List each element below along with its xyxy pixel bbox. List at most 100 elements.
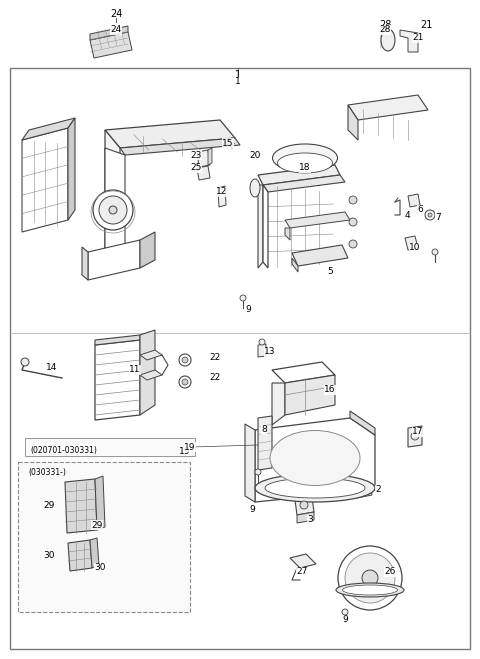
- Text: 7: 7: [435, 214, 441, 223]
- Text: 25: 25: [190, 163, 202, 173]
- Text: 28: 28: [379, 26, 391, 34]
- Circle shape: [300, 501, 308, 509]
- Text: 24: 24: [110, 26, 121, 34]
- Text: 9: 9: [245, 306, 251, 314]
- Text: 30: 30: [44, 552, 55, 561]
- Text: 19: 19: [184, 442, 196, 451]
- Polygon shape: [208, 148, 212, 165]
- Polygon shape: [285, 228, 290, 240]
- Polygon shape: [95, 340, 140, 420]
- Circle shape: [345, 553, 395, 603]
- Text: 19: 19: [179, 447, 190, 455]
- Text: 6: 6: [417, 206, 423, 214]
- Text: 9: 9: [249, 505, 255, 515]
- Polygon shape: [350, 411, 375, 435]
- Polygon shape: [105, 130, 120, 262]
- Text: 22: 22: [209, 353, 221, 362]
- Text: 3: 3: [307, 515, 313, 525]
- Polygon shape: [88, 240, 140, 280]
- Ellipse shape: [277, 153, 333, 173]
- Polygon shape: [140, 330, 155, 415]
- Ellipse shape: [270, 430, 360, 486]
- Polygon shape: [258, 185, 263, 268]
- Circle shape: [179, 376, 191, 388]
- Text: 16: 16: [324, 386, 336, 395]
- Text: 15: 15: [222, 138, 234, 148]
- Polygon shape: [258, 416, 272, 470]
- Text: 18: 18: [299, 163, 311, 173]
- Text: 14: 14: [46, 364, 58, 372]
- Ellipse shape: [109, 206, 117, 214]
- Circle shape: [428, 213, 432, 217]
- Text: 27: 27: [296, 567, 308, 577]
- Polygon shape: [285, 212, 350, 228]
- Polygon shape: [105, 120, 235, 148]
- Circle shape: [179, 354, 191, 366]
- Polygon shape: [82, 247, 88, 280]
- Polygon shape: [272, 383, 285, 425]
- Text: 29: 29: [91, 521, 103, 529]
- Text: 30: 30: [94, 563, 106, 573]
- Polygon shape: [408, 426, 422, 447]
- Circle shape: [411, 432, 419, 440]
- Text: 10: 10: [409, 243, 421, 252]
- Text: 23: 23: [190, 150, 202, 159]
- Text: 29: 29: [44, 501, 55, 511]
- Polygon shape: [255, 418, 375, 502]
- Text: 5: 5: [327, 268, 333, 277]
- Text: 21: 21: [420, 20, 432, 30]
- Text: 28: 28: [379, 20, 391, 30]
- Circle shape: [240, 295, 246, 301]
- Polygon shape: [292, 245, 348, 266]
- Polygon shape: [295, 497, 314, 515]
- Circle shape: [21, 358, 29, 366]
- Polygon shape: [400, 30, 418, 52]
- Polygon shape: [68, 118, 75, 220]
- Text: 13: 13: [264, 347, 276, 357]
- Polygon shape: [292, 258, 298, 272]
- Polygon shape: [90, 26, 128, 40]
- Text: 12: 12: [216, 188, 228, 196]
- Polygon shape: [297, 512, 314, 523]
- Ellipse shape: [336, 583, 404, 597]
- Circle shape: [432, 249, 438, 255]
- Polygon shape: [405, 236, 418, 250]
- Polygon shape: [90, 32, 132, 58]
- Circle shape: [182, 379, 188, 385]
- Polygon shape: [90, 538, 99, 568]
- Text: 24: 24: [110, 9, 122, 19]
- Ellipse shape: [343, 585, 397, 595]
- Polygon shape: [197, 150, 210, 167]
- Polygon shape: [140, 232, 155, 268]
- Polygon shape: [140, 370, 162, 380]
- Text: 26: 26: [384, 567, 396, 577]
- Bar: [10, 68, 470, 649]
- Circle shape: [425, 210, 435, 220]
- Circle shape: [255, 469, 261, 475]
- Circle shape: [349, 240, 357, 248]
- Bar: [25, 438, 195, 456]
- Text: 21: 21: [412, 34, 424, 42]
- Polygon shape: [197, 166, 210, 180]
- Text: 8: 8: [261, 426, 267, 434]
- Ellipse shape: [99, 196, 127, 224]
- Circle shape: [362, 570, 378, 586]
- Polygon shape: [348, 95, 428, 120]
- Text: 9: 9: [342, 616, 348, 625]
- Polygon shape: [218, 186, 226, 207]
- Polygon shape: [272, 362, 335, 383]
- Polygon shape: [105, 148, 125, 262]
- Ellipse shape: [255, 474, 375, 502]
- Polygon shape: [22, 118, 75, 140]
- Polygon shape: [263, 185, 268, 268]
- Circle shape: [182, 357, 188, 363]
- Polygon shape: [140, 350, 162, 360]
- Polygon shape: [285, 375, 335, 415]
- Polygon shape: [408, 194, 420, 207]
- Polygon shape: [120, 138, 240, 155]
- Ellipse shape: [381, 29, 395, 51]
- Ellipse shape: [273, 144, 337, 172]
- Text: 17: 17: [412, 428, 424, 436]
- Polygon shape: [95, 476, 105, 530]
- Circle shape: [349, 196, 357, 204]
